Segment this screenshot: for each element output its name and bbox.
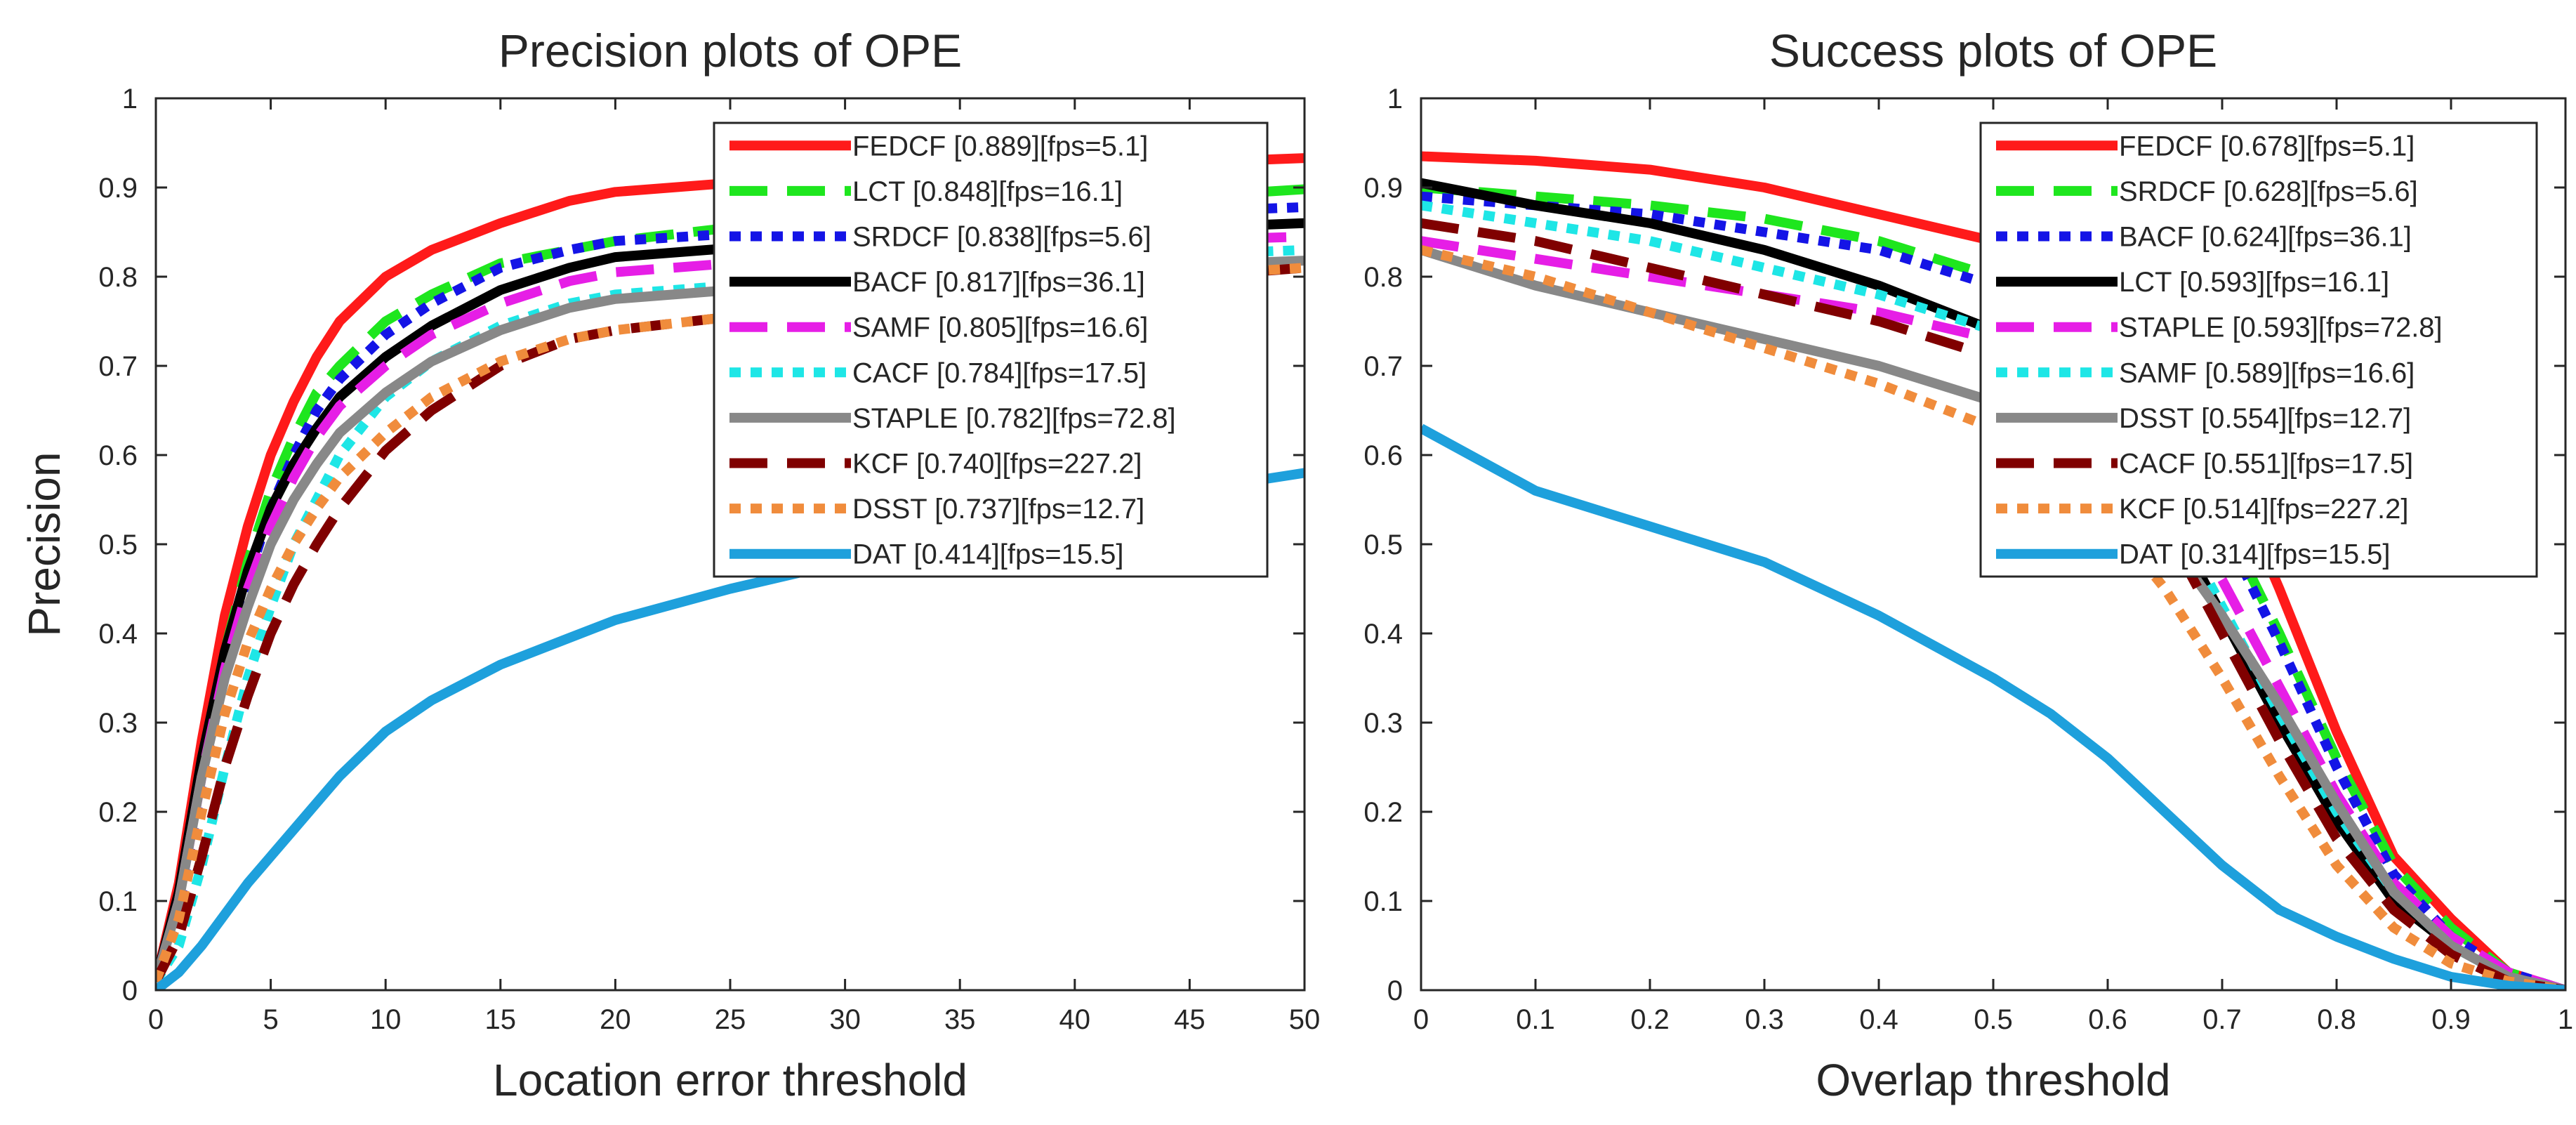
success-legend-label-samf: SAMF [0.589][fps=16.6] — [2119, 357, 2415, 388]
success-legend-label-dat: DAT [0.314][fps=15.5] — [2119, 539, 2391, 570]
success-x-axis-label: Overlap threshold — [1816, 1055, 2170, 1105]
success-legend-box — [1979, 121, 2538, 578]
success-chart-title: Success plots of OPE — [1769, 25, 2217, 77]
success-legend-label-srdcf: SRDCF [0.628][fps=5.6] — [2119, 176, 2418, 207]
precision-x-axis-label: Location error threshold — [493, 1055, 967, 1105]
precision-legend-label-samf: SAMF [0.805][fps=16.6] — [852, 312, 1148, 343]
success-x-tick-label: 0.8 — [2317, 1004, 2356, 1035]
precision-legend-label-dat: DAT [0.414][fps=15.5] — [852, 539, 1124, 570]
success-legend-label-kcf: KCF [0.514][fps=227.2] — [2119, 494, 2408, 525]
precision-series-srdcf — [156, 202, 1304, 983]
success-x-tick-label: 0.5 — [1974, 1004, 2013, 1035]
success-x-tick-label: 0.2 — [1630, 1004, 1670, 1035]
success-y-tick-label: 0.8 — [1363, 262, 1403, 293]
precision-y-tick-label: 1 — [122, 84, 138, 114]
precision-plot-panel: 0 5 10 15 20 25 30 35 40 45 50 0 0.1 0.2 0.3 0.4 0.5 0.6 0… — [19, 25, 1320, 1105]
precision-x-tick-label: 25 — [715, 1004, 746, 1035]
precision-legend: FEDCF [0.889][fps=5.1] LCT [0.848][fps=16… — [713, 121, 1269, 578]
precision-legend-label-cacf: CACF [0.784][fps=17.5] — [852, 357, 1147, 388]
success-x-tick-label: 0.6 — [2088, 1004, 2127, 1035]
precision-x-tick-label: 20 — [600, 1004, 631, 1035]
precision-y-tick-label: 0.4 — [98, 619, 138, 650]
precision-x-tick-label: 45 — [1174, 1004, 1206, 1035]
precision-chart-title: Precision plots of OPE — [498, 25, 962, 77]
precision-x-tick-label: 5 — [263, 1004, 278, 1035]
precision-y-tick-label: 0.8 — [98, 262, 138, 293]
success-legend-label-staple: STAPLE [0.593][fps=72.8] — [2119, 312, 2443, 343]
success-x-tick-label: 0 — [1413, 1004, 1429, 1035]
precision-legend-label-lct: LCT [0.848][fps=16.1] — [852, 176, 1123, 207]
success-x-tick-label: 1 — [2558, 1004, 2573, 1035]
success-y-tick-label: 0 — [1387, 975, 1403, 1006]
success-x-tick-label: 0.1 — [1516, 1004, 1555, 1035]
precision-y-tick-label: 0.2 — [98, 797, 138, 828]
success-legend-label-lct: LCT [0.593][fps=16.1] — [2119, 267, 2389, 298]
success-y-tick-label: 0.7 — [1363, 351, 1403, 382]
precision-y-tick-label: 0.1 — [98, 886, 138, 917]
precision-legend-label-fedcf: FEDCF [0.889][fps=5.1] — [852, 131, 1148, 162]
success-y-tick-label: 0.2 — [1363, 797, 1403, 828]
success-y-tick-label: 1 — [1387, 84, 1403, 114]
success-legend-label-bacf: BACF [0.624][fps=36.1] — [2119, 222, 2412, 253]
precision-y-tick-label: 0.6 — [98, 440, 138, 471]
precision-x-tick-label: 35 — [944, 1004, 976, 1035]
success-x-tick-label: 0.3 — [1745, 1004, 1784, 1035]
success-legend-label-dsst: DSST [0.554][fps=12.7] — [2119, 403, 2411, 434]
precision-y-axis-label: Precision — [19, 452, 70, 636]
success-x-tick-label: 0.7 — [2202, 1004, 2242, 1035]
precision-y-tick-label: 0 — [122, 975, 138, 1006]
precision-legend-label-dsst: DSST [0.737][fps=12.7] — [852, 494, 1144, 525]
success-series-kcf — [1421, 245, 2565, 990]
success-x-tick-label: 0.9 — [2431, 1004, 2471, 1035]
precision-x-tick-label: 30 — [829, 1004, 861, 1035]
success-y-tick-label: 0.3 — [1363, 708, 1403, 739]
success-y-tick-label: 0.9 — [1363, 173, 1403, 204]
success-legend: FEDCF [0.678][fps=5.1] SRDCF [0.628][fps=… — [1979, 121, 2538, 578]
precision-y-tick-label: 0.5 — [98, 529, 138, 560]
precision-legend-label-kcf: KCF [0.740][fps=227.2] — [852, 449, 1142, 480]
precision-y-tick-label: 0.7 — [98, 351, 138, 382]
success-x-tick-label: 0.4 — [1859, 1004, 1898, 1035]
precision-legend-label-srdcf: SRDCF [0.838][fps=5.6] — [852, 222, 1151, 253]
success-y-tick-label: 0.6 — [1363, 440, 1403, 471]
precision-x-tick-label: 15 — [485, 1004, 517, 1035]
precision-y-tick-label: 0.9 — [98, 173, 138, 204]
precision-legend-box — [713, 121, 1269, 578]
success-series-dat — [1421, 423, 2565, 990]
success-plot-panel: 0 0.1 0.2 0.3 0.4 0.5 0.6 0.7 0.8 0.9 1 0 0.1 0.2 0.3 0… — [1363, 25, 2573, 1105]
success-legend-label-fedcf: FEDCF [0.678][fps=5.1] — [2119, 131, 2415, 162]
success-y-tick-label: 0.5 — [1363, 529, 1403, 560]
precision-x-tick-label: 50 — [1289, 1004, 1321, 1035]
precision-y-tick-label: 0.3 — [98, 708, 138, 739]
precision-legend-label-staple: STAPLE [0.782][fps=72.8] — [852, 403, 1176, 434]
success-y-tick-label: 0.4 — [1363, 619, 1403, 650]
precision-x-tick-label: 0 — [148, 1004, 164, 1035]
success-y-tick-label: 0.1 — [1363, 886, 1403, 917]
precision-legend-label-bacf: BACF [0.817][fps=36.1] — [852, 267, 1145, 298]
precision-x-tick-label: 40 — [1059, 1004, 1091, 1035]
precision-x-tick-label: 10 — [370, 1004, 402, 1035]
success-legend-label-cacf: CACF [0.551][fps=17.5] — [2119, 449, 2413, 480]
